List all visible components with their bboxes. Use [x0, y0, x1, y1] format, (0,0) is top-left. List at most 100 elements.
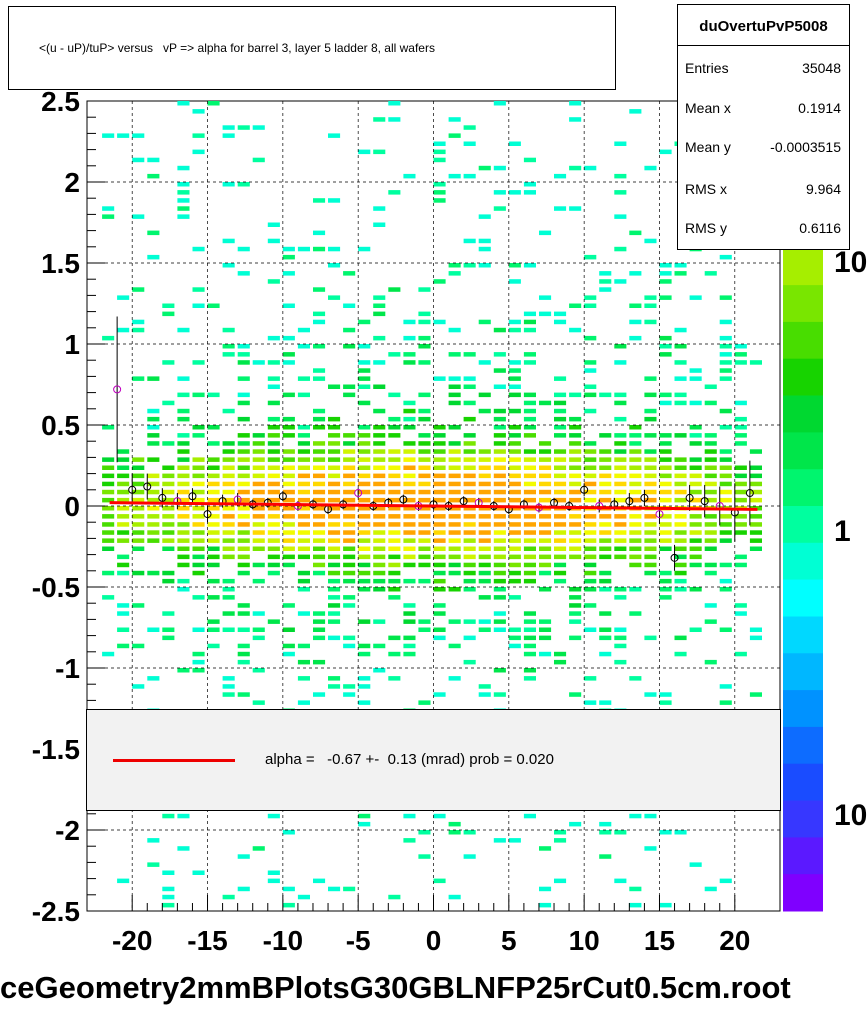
- heatmap-cell: [433, 141, 446, 146]
- heatmap-cell: [282, 416, 295, 422]
- heatmap-cell: [132, 514, 145, 519]
- heatmap-cell: [282, 562, 295, 568]
- y-tick-label: -2: [55, 815, 80, 846]
- heatmap-cell: [734, 603, 747, 608]
- heatmap-cell: [523, 360, 536, 365]
- heatmap-cell: [659, 263, 672, 268]
- heatmap-cell: [493, 433, 506, 438]
- heatmap-cell: [749, 465, 762, 470]
- heatmap-cell: [418, 449, 431, 454]
- heatmap-cell: [644, 392, 657, 398]
- heatmap-cell: [373, 538, 386, 543]
- heatmap-cell: [328, 295, 341, 300]
- heatmap-cell: [267, 238, 280, 244]
- heatmap-cell: [207, 578, 220, 584]
- heatmap-cell: [704, 522, 717, 527]
- heatmap-cell: [433, 587, 446, 592]
- heatmap-cell: [508, 457, 521, 462]
- heatmap-cell: [539, 538, 552, 543]
- heatmap-cell: [659, 335, 672, 341]
- heatmap-cell: [629, 481, 642, 487]
- heatmap-cell: [463, 481, 476, 487]
- heatmap-cell: [614, 457, 627, 462]
- heatmap-cell: [373, 514, 386, 519]
- y-tick-label: -1: [55, 653, 80, 684]
- heatmap-cell: [343, 441, 356, 446]
- heatmap-cell: [659, 279, 672, 284]
- heatmap-cell: [689, 457, 702, 462]
- heatmap-cell: [102, 506, 115, 511]
- heatmap-cell: [297, 433, 310, 438]
- stats-key: RMS y: [685, 220, 727, 236]
- heatmap-cell: [704, 400, 717, 406]
- heatmap-cell: [192, 506, 205, 511]
- heatmap-cell: [614, 246, 627, 252]
- heatmap-cell: [508, 562, 521, 568]
- heatmap-cell: [192, 522, 205, 527]
- heatmap-cell: [689, 538, 702, 543]
- heatmap-cell: [177, 101, 190, 106]
- heatmap-cell: [719, 530, 732, 535]
- heatmap-cell: [237, 376, 250, 381]
- heatmap-cell: [689, 489, 702, 495]
- heatmap-cell: [554, 562, 567, 568]
- heatmap-cell: [614, 643, 627, 649]
- heatmap-cell: [267, 449, 280, 454]
- heatmap-cell: [388, 190, 401, 195]
- heatmap-cell: [584, 368, 597, 373]
- heatmap-cell: [282, 651, 295, 657]
- heatmap-cell: [282, 603, 295, 608]
- heatmap-cell: [282, 830, 295, 835]
- heatmap-cell: [192, 465, 205, 470]
- heatmap-cell: [689, 481, 702, 487]
- heatmap-cell: [523, 182, 536, 187]
- heatmap-cell: [674, 635, 687, 641]
- file-name-footer: ceGeometry2mmBPlotsG30GBLNFP25rCut0.5cm.…: [0, 970, 791, 1005]
- profile-point: [128, 485, 137, 494]
- heatmap-cell: [508, 635, 521, 641]
- heatmap-cell: [478, 554, 491, 560]
- heatmap-cell: [388, 538, 401, 543]
- heatmap-cell: [523, 327, 536, 333]
- palette-band: [783, 248, 823, 286]
- heatmap-cell: [418, 319, 431, 325]
- heatmap-cell: [508, 279, 521, 284]
- heatmap-cell: [207, 530, 220, 535]
- heatmap-cell: [493, 578, 506, 584]
- heatmap-cell: [147, 676, 160, 681]
- heatmap-cell: [493, 368, 506, 373]
- heatmap-cell: [463, 238, 476, 244]
- heatmap-cell: [433, 149, 446, 155]
- heatmap-cell: [508, 433, 521, 438]
- heatmap-cell: [403, 425, 416, 430]
- heatmap-cell: [162, 514, 175, 519]
- palette-band: [783, 285, 823, 323]
- heatmap-cell: [614, 497, 627, 503]
- heatmap-cell: [177, 457, 190, 462]
- heatmap-cell: [554, 659, 567, 665]
- heatmap-cell: [493, 538, 506, 543]
- heatmap-cell: [373, 643, 386, 649]
- heatmap-cell: [478, 514, 491, 519]
- heatmap-cell: [222, 514, 235, 519]
- heatmap-cell: [448, 530, 461, 535]
- heatmap-cell: [644, 562, 657, 568]
- heatmap-cell: [493, 570, 506, 576]
- heatmap-cell: [599, 530, 612, 535]
- heatmap-cell: [523, 554, 536, 560]
- heatmap-cell: [644, 408, 657, 414]
- profile-point: [429, 500, 438, 509]
- heatmap-cell: [569, 546, 582, 551]
- heatmap-cell: [237, 554, 250, 560]
- heatmap-cell: [207, 441, 220, 446]
- heatmap-cell: [418, 562, 431, 568]
- heatmap-cell: [478, 165, 491, 171]
- heatmap-cell: [584, 676, 597, 681]
- heatmap-cell: [734, 344, 747, 349]
- heatmap-cell: [659, 344, 672, 349]
- heatmap-cell: [749, 497, 762, 503]
- heatmap-cell: [659, 700, 672, 705]
- heatmap-cell: [539, 457, 552, 462]
- heatmap-cell: [463, 506, 476, 511]
- heatmap-cell: [584, 514, 597, 519]
